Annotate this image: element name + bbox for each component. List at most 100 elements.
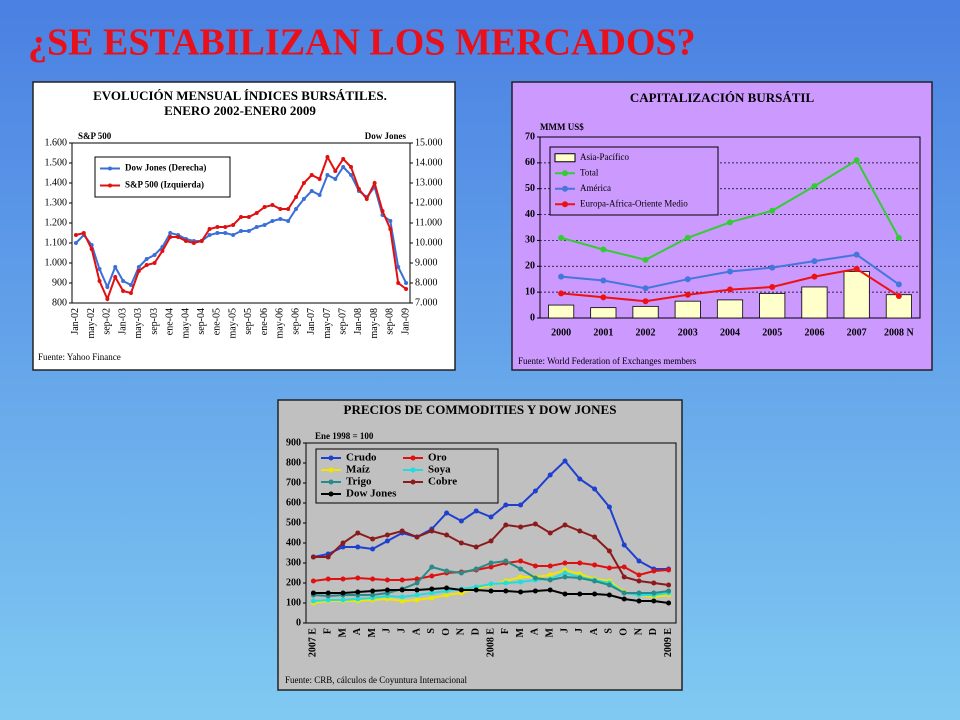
point <box>592 486 598 492</box>
point <box>223 225 228 229</box>
point <box>278 217 283 221</box>
point <box>592 578 598 584</box>
point <box>636 598 642 604</box>
x-tick-label: N <box>456 627 467 635</box>
point <box>727 286 733 293</box>
point <box>121 289 126 293</box>
legend-box <box>549 146 719 216</box>
point <box>340 590 346 596</box>
point <box>473 587 479 593</box>
point <box>310 578 316 584</box>
x-tick-label: F <box>500 628 511 634</box>
x-tick-label: sep-05 <box>243 308 254 335</box>
point <box>606 592 612 598</box>
point <box>518 502 524 508</box>
point <box>310 554 316 560</box>
point <box>444 585 450 591</box>
point <box>547 577 553 583</box>
point <box>384 538 390 544</box>
point <box>558 234 565 241</box>
point <box>636 590 642 596</box>
legend-label: Asia-Pacífico <box>580 152 629 162</box>
x-tick-label: A <box>530 627 541 635</box>
point <box>294 207 299 211</box>
point <box>278 207 283 211</box>
point <box>488 588 494 594</box>
legend-marker <box>410 455 416 461</box>
y2-tick-label: 14.000 <box>415 157 443 168</box>
point <box>370 536 376 542</box>
legend-label: Maíz <box>346 464 370 476</box>
x-tick-label: 2009 E <box>663 628 674 658</box>
point <box>223 231 228 235</box>
point <box>191 241 196 245</box>
point <box>97 267 102 271</box>
chart-title: EVOLUCIÓN MENSUAL ÍNDICES BURSÁTILES. <box>93 88 387 103</box>
x-tick-label: 2001 <box>593 327 613 338</box>
x-tick-label: sep-03 <box>149 308 160 335</box>
point <box>370 576 376 582</box>
source-note: Fuente: World Federation of Exchanges me… <box>518 356 697 366</box>
x-tick-label: O <box>441 628 452 636</box>
x-tick-label: sep-06 <box>290 308 301 335</box>
point <box>355 589 361 595</box>
point <box>325 554 331 560</box>
point <box>811 273 818 280</box>
y-tick-label: 1.600 <box>45 137 68 148</box>
point <box>666 600 672 606</box>
point <box>600 246 607 253</box>
bar <box>759 293 786 319</box>
x-tick-label: M <box>337 627 348 637</box>
point <box>325 597 331 603</box>
y-tick-label: 300 <box>286 557 301 568</box>
y2-tick-label: 8.000 <box>415 277 438 288</box>
x-tick-label: M <box>367 627 378 637</box>
point <box>532 563 538 569</box>
point <box>136 269 141 273</box>
x-tick-label: may-08 <box>369 308 380 339</box>
point <box>270 219 275 223</box>
point <box>429 564 435 570</box>
bar <box>632 305 659 319</box>
legend-label: Crudo <box>346 452 377 464</box>
point <box>621 574 627 580</box>
x-tick-label: may-07 <box>322 308 333 339</box>
legend-marker <box>562 185 568 192</box>
x-tick-label: D <box>470 628 481 635</box>
point <box>168 235 173 239</box>
x-tick-label: 2003 <box>678 327 698 338</box>
point <box>309 189 314 193</box>
x-tick-label: A <box>352 627 363 635</box>
chart-title: PRECIOS DE COMMODITIES Y DOW JONES <box>344 402 617 417</box>
point <box>399 587 405 593</box>
point <box>532 521 538 527</box>
x-tick-label: 2008 E <box>485 628 496 658</box>
point <box>340 544 346 550</box>
legend-marker <box>108 166 112 171</box>
x-tick-label: 2002 <box>636 327 656 338</box>
point <box>286 219 291 223</box>
point <box>325 590 331 596</box>
point <box>128 283 133 287</box>
y-tick-label: 200 <box>286 577 301 588</box>
point <box>333 177 338 181</box>
x-tick-label: 2007 <box>847 327 867 338</box>
point <box>853 251 860 258</box>
legend-marker <box>328 467 334 473</box>
point <box>558 273 565 280</box>
point <box>458 518 464 524</box>
point <box>399 594 405 600</box>
x-tick-label: M <box>544 627 555 637</box>
y-tick-label: 60 <box>525 157 535 168</box>
point <box>488 514 494 520</box>
y-tick-label: 1.000 <box>45 257 68 268</box>
point <box>384 532 390 538</box>
slide-title: ¿SE ESTABILIZAN LOS MERCADOS? <box>28 22 696 64</box>
source-note: Fuente: Yahoo Finance <box>38 352 121 362</box>
x-tick-label: ene-04 <box>165 308 176 335</box>
point <box>895 234 902 241</box>
point <box>89 247 94 251</box>
point <box>294 195 299 199</box>
y-tick-label: 1.200 <box>45 217 68 228</box>
point <box>215 225 220 229</box>
